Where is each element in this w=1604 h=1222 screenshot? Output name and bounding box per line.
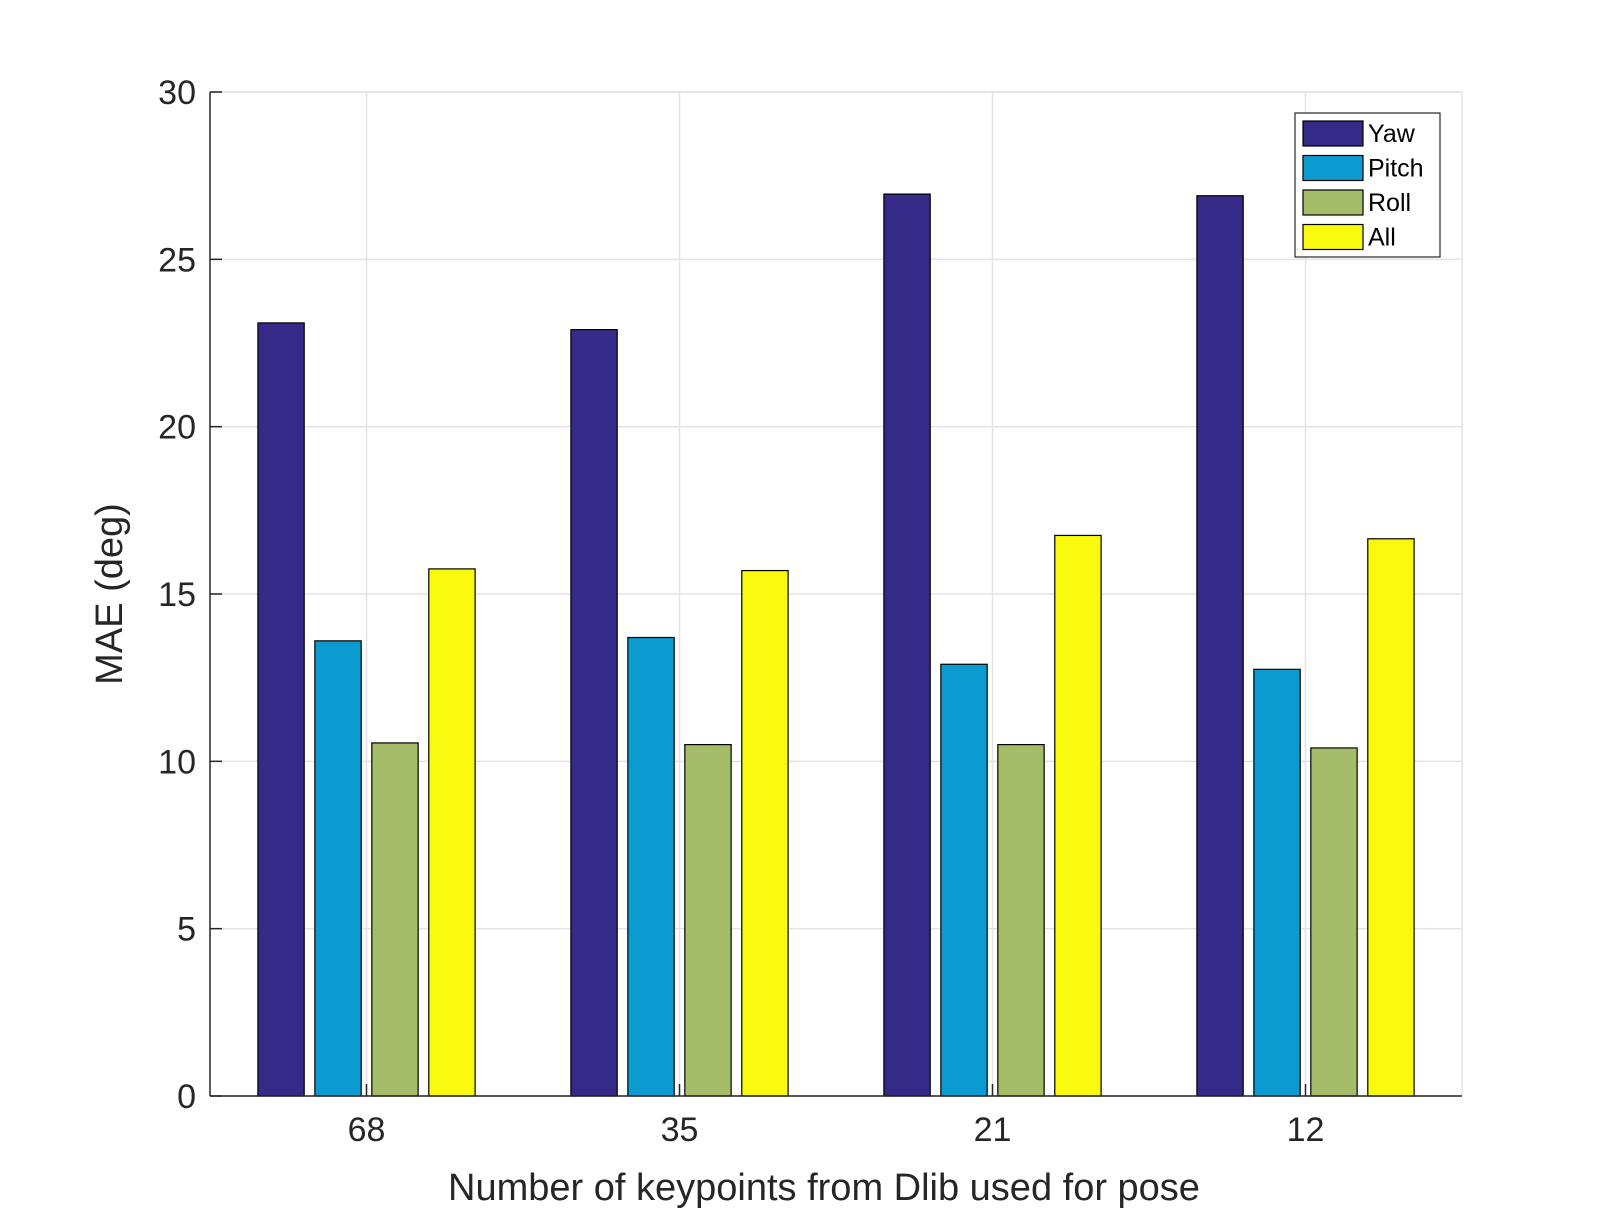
legend-swatch-all — [1302, 223, 1364, 251]
bar-pitch-21 — [940, 663, 988, 1097]
legend-label-roll: Roll — [1368, 189, 1411, 217]
legend-label-pitch: Pitch — [1368, 155, 1424, 183]
y-tick-label: 15 — [158, 576, 196, 614]
y-tick-label: 30 — [158, 74, 196, 112]
bar-all-21 — [1054, 534, 1102, 1097]
bar-yaw-21 — [883, 193, 931, 1097]
legend-swatch-yaw — [1302, 120, 1364, 147]
bar-yaw-35 — [570, 329, 618, 1097]
grid — [210, 91, 1463, 1097]
legend-swatch-roll — [1302, 189, 1364, 216]
x-ticks: 68 35 21 12 — [348, 1084, 1325, 1149]
y-ticks: 0 5 10 15 20 25 30 — [158, 74, 222, 1116]
x-tick-label: 21 — [974, 1111, 1012, 1149]
bars — [257, 193, 1415, 1097]
y-tick-label: 25 — [158, 241, 196, 279]
y-tick-label: 10 — [158, 743, 196, 781]
bar-pitch-12 — [1253, 668, 1301, 1097]
bar-yaw-12 — [1196, 195, 1244, 1097]
y-axis-title: MAE (deg) — [89, 503, 131, 685]
x-axis-title: Number of keypoints from Dlib used for p… — [448, 1167, 1200, 1209]
bar-roll-68 — [371, 742, 419, 1097]
bar-pitch-68 — [314, 640, 362, 1097]
bar-pitch-35 — [627, 636, 675, 1097]
y-tick-label: 0 — [177, 1078, 196, 1116]
x-tick-label: 35 — [661, 1111, 699, 1149]
legend: Yaw Pitch Roll All — [1294, 112, 1441, 258]
bar-roll-21 — [997, 743, 1045, 1097]
y-tick-label: 20 — [158, 409, 196, 447]
y-tick-label: 5 — [177, 911, 196, 949]
bar-all-68 — [428, 568, 476, 1097]
bar-roll-12 — [1310, 747, 1358, 1097]
x-tick-label: 12 — [1287, 1111, 1325, 1149]
x-tick-label: 68 — [348, 1111, 386, 1149]
legend-label-all: All — [1368, 224, 1396, 252]
bar-all-12 — [1367, 538, 1415, 1097]
legend-swatch-pitch — [1302, 154, 1364, 182]
legend-label-yaw: Yaw — [1368, 120, 1416, 148]
bar-all-35 — [741, 569, 789, 1097]
bar-yaw-68 — [257, 322, 305, 1097]
bar-roll-35 — [684, 743, 732, 1097]
